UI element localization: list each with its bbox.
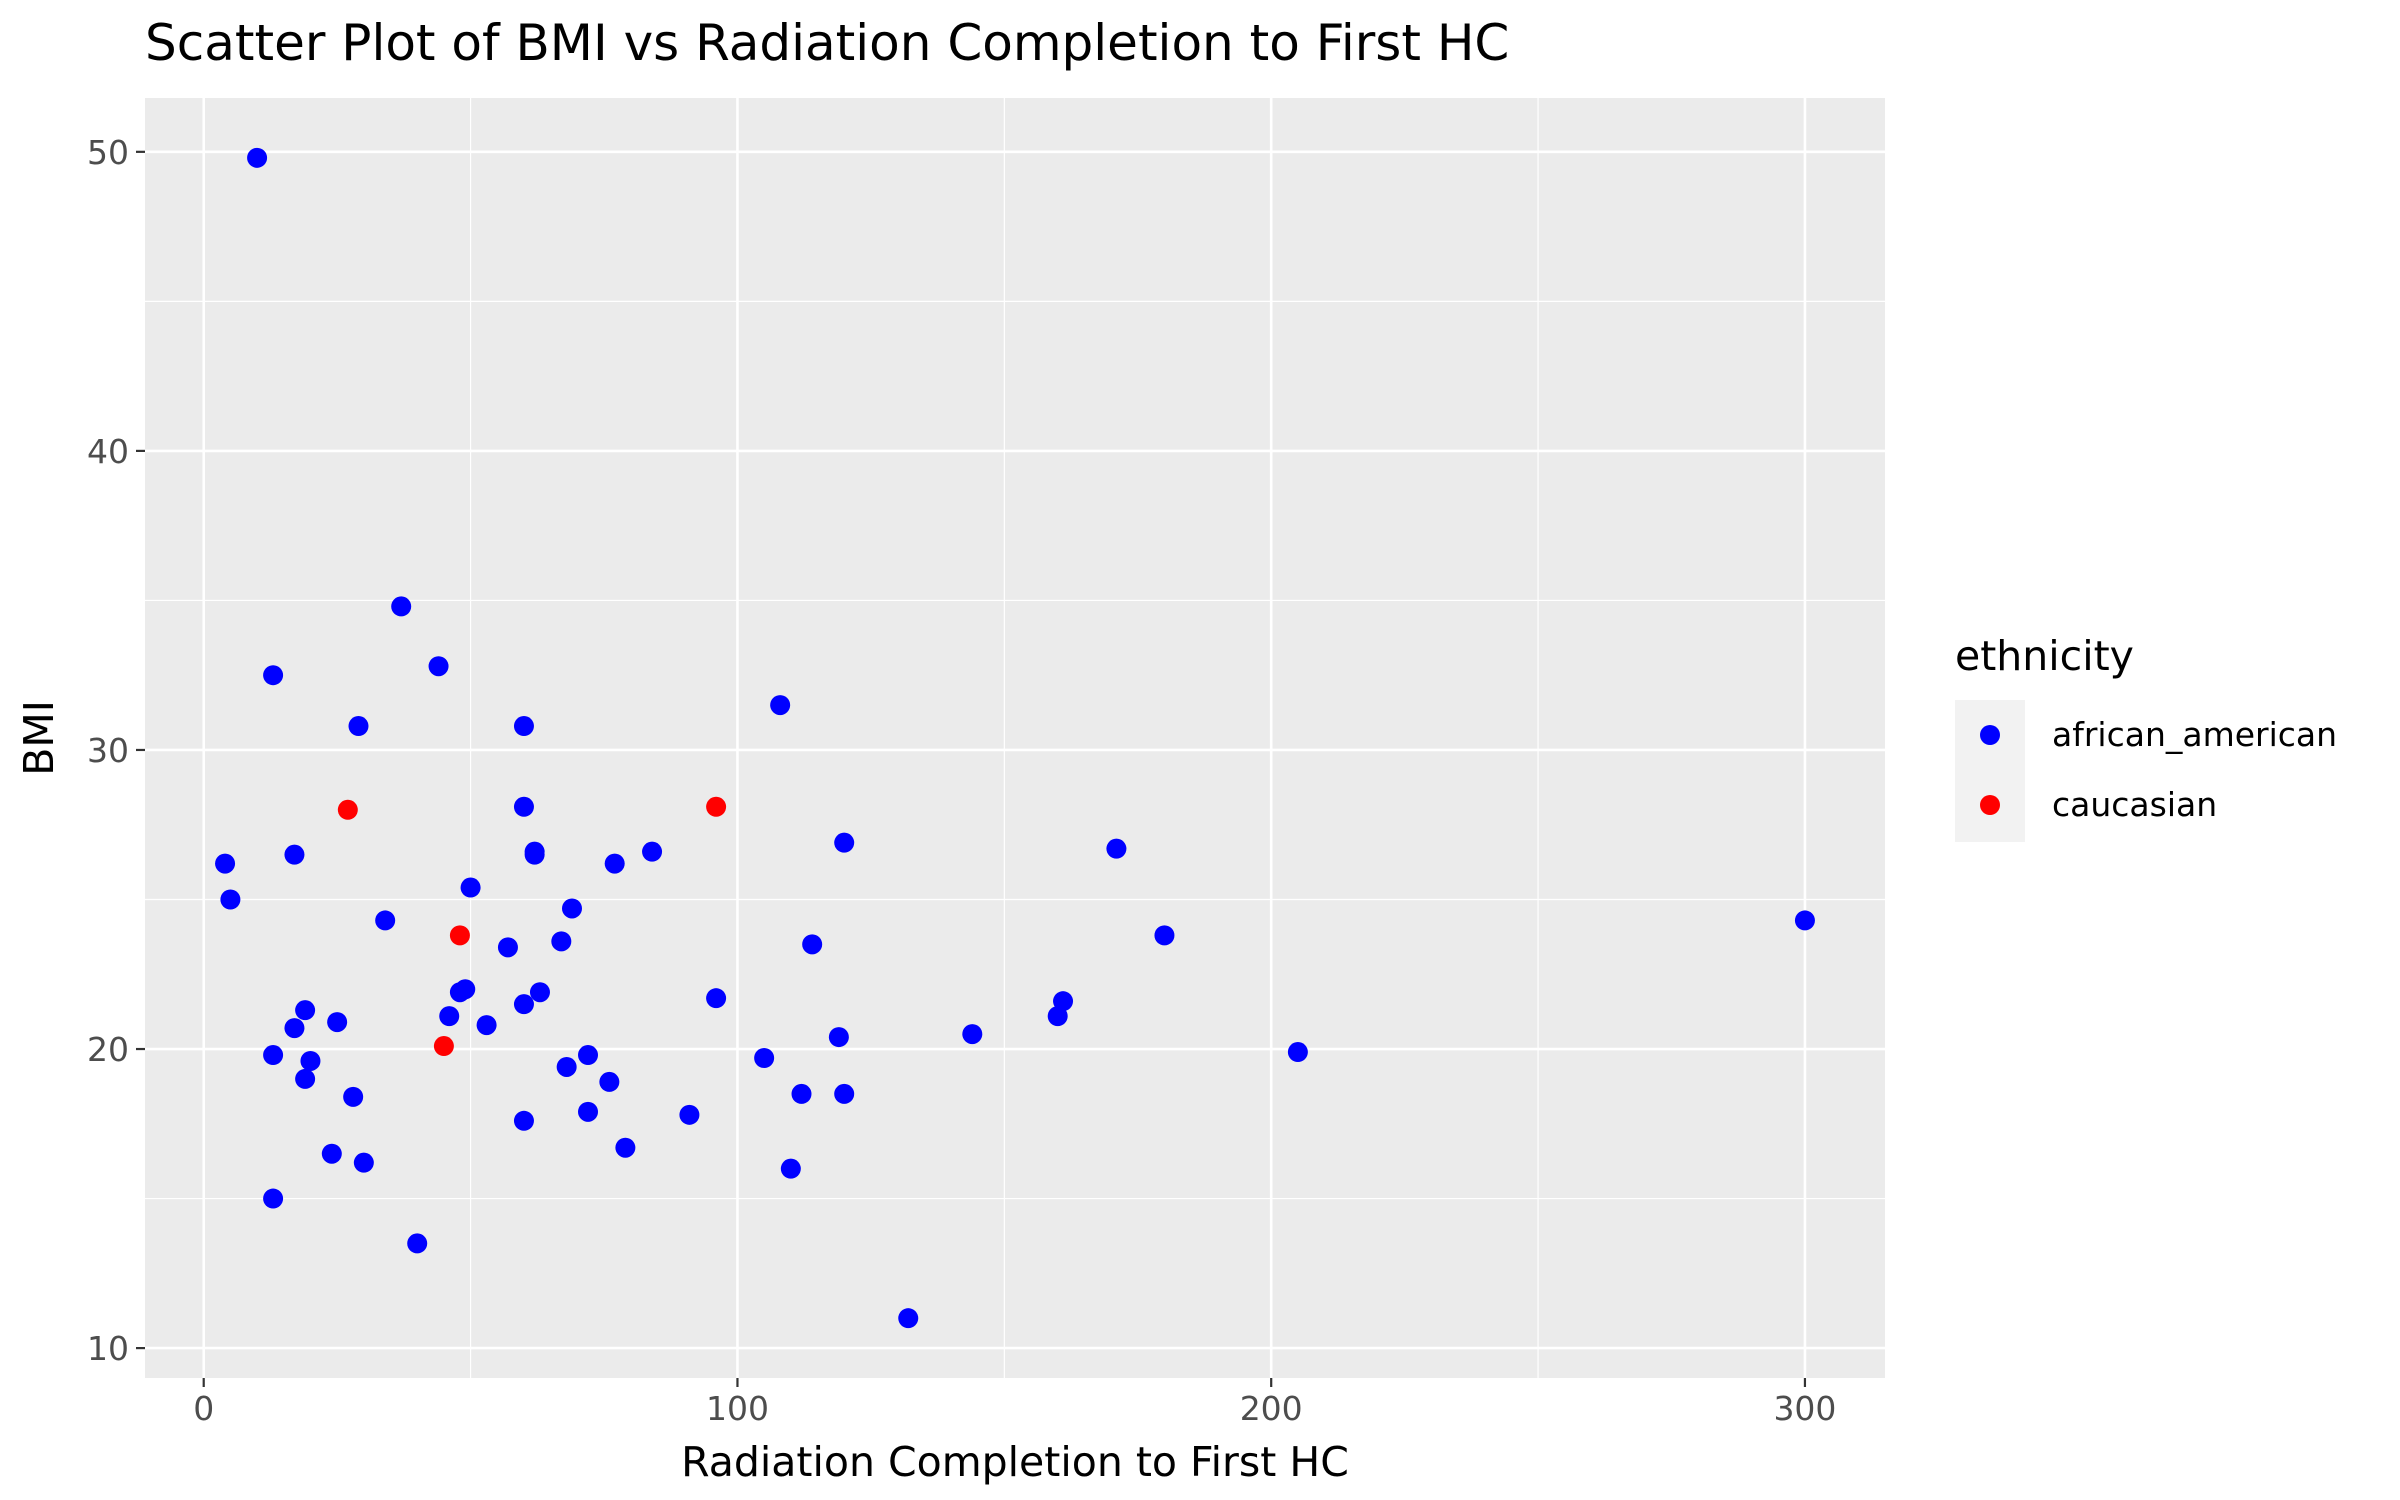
point-african-american	[1287, 1042, 1308, 1063]
point-african-american	[428, 656, 449, 677]
point-african-american	[551, 931, 572, 952]
point-african-american	[524, 844, 545, 865]
point-african-american	[1154, 925, 1175, 946]
point-african-american	[604, 853, 625, 874]
point-african-american	[327, 1012, 348, 1033]
point-african-american	[295, 1000, 316, 1021]
x-tick-label: 300	[1773, 1389, 1836, 1428]
point-african-american	[439, 1006, 460, 1027]
y-tick-label: 10	[87, 1329, 129, 1368]
point-african-american	[343, 1086, 364, 1107]
point-african-american	[780, 1158, 801, 1179]
y-axis-title: BMI	[15, 700, 63, 776]
point-african-american	[642, 841, 663, 862]
major-gridlines	[145, 98, 1885, 1378]
data-points	[215, 147, 1815, 1329]
legend-key-african-american	[1980, 725, 2000, 745]
x-tick-label: 100	[706, 1389, 769, 1428]
y-tick-label: 40	[87, 432, 129, 471]
point-african-american	[476, 1015, 497, 1036]
point-african-american	[962, 1024, 983, 1045]
point-african-american	[455, 979, 476, 1000]
x-tick-label: 200	[1240, 1389, 1303, 1428]
chart-title: Scatter Plot of BMI vs Radiation Complet…	[145, 14, 1509, 72]
legend-title: ethnicity	[1955, 632, 2134, 680]
point-african-american	[295, 1068, 316, 1089]
point-african-american	[284, 844, 305, 865]
point-african-american	[263, 1188, 284, 1209]
point-african-american	[220, 889, 241, 910]
point-african-american	[460, 877, 481, 898]
y-axis-ticks: 10 20 30 40 50	[87, 133, 145, 1368]
point-african-american	[615, 1137, 636, 1158]
minor-gridlines	[145, 98, 1885, 1378]
point-african-american	[898, 1308, 919, 1329]
point-african-american	[263, 1045, 284, 1066]
point-african-american	[284, 1018, 305, 1039]
point-african-american	[791, 1083, 812, 1104]
point-african-american	[770, 695, 791, 716]
point-african-american	[497, 937, 518, 958]
point-african-american	[513, 994, 534, 1015]
point-african-american	[513, 796, 534, 817]
point-african-american	[578, 1101, 599, 1122]
legend-label-caucasian: caucasian	[2052, 785, 2217, 824]
point-caucasian	[706, 796, 727, 817]
point-african-american	[578, 1045, 599, 1066]
point-african-american	[834, 832, 855, 853]
y-tick-label: 30	[87, 731, 129, 770]
point-african-american	[348, 716, 369, 737]
point-african-american	[599, 1071, 620, 1092]
point-african-american	[529, 982, 550, 1003]
legend-label-african-american: african_american	[2052, 715, 2337, 754]
point-african-american	[375, 910, 396, 931]
point-caucasian	[337, 799, 358, 820]
x-axis-ticks: 0 100 200 300	[193, 1378, 1836, 1428]
point-african-american	[1047, 1006, 1068, 1027]
y-tick-label: 50	[87, 133, 129, 172]
point-african-american	[407, 1233, 428, 1254]
plot-panel	[145, 98, 1885, 1378]
x-tick-label: 0	[193, 1389, 214, 1428]
point-african-american	[828, 1027, 849, 1048]
point-african-american	[513, 716, 534, 737]
point-african-american	[561, 898, 582, 919]
point-african-american	[391, 596, 412, 617]
point-african-american	[321, 1143, 342, 1164]
point-caucasian	[433, 1036, 454, 1057]
point-african-american	[215, 853, 236, 874]
point-african-american	[1106, 838, 1127, 859]
point-african-american	[353, 1152, 374, 1173]
point-african-american	[754, 1048, 775, 1068]
point-african-american	[300, 1050, 321, 1071]
point-african-american	[1794, 910, 1815, 931]
point-african-american	[247, 147, 268, 168]
point-african-american	[834, 1083, 855, 1104]
point-african-american	[802, 934, 823, 955]
point-african-american	[556, 1056, 577, 1077]
y-tick-label: 20	[87, 1030, 129, 1069]
point-african-american	[263, 665, 284, 686]
legend: ethnicity african_american caucasian	[1955, 632, 2337, 842]
point-caucasian	[449, 925, 470, 946]
point-african-american	[679, 1104, 700, 1125]
point-african-american	[513, 1110, 534, 1131]
legend-key-caucasian	[1980, 795, 2000, 815]
point-african-american	[706, 988, 727, 1009]
legend-key-background	[1955, 700, 2025, 842]
x-axis-title: Radiation Completion to First HC	[681, 1438, 1349, 1486]
